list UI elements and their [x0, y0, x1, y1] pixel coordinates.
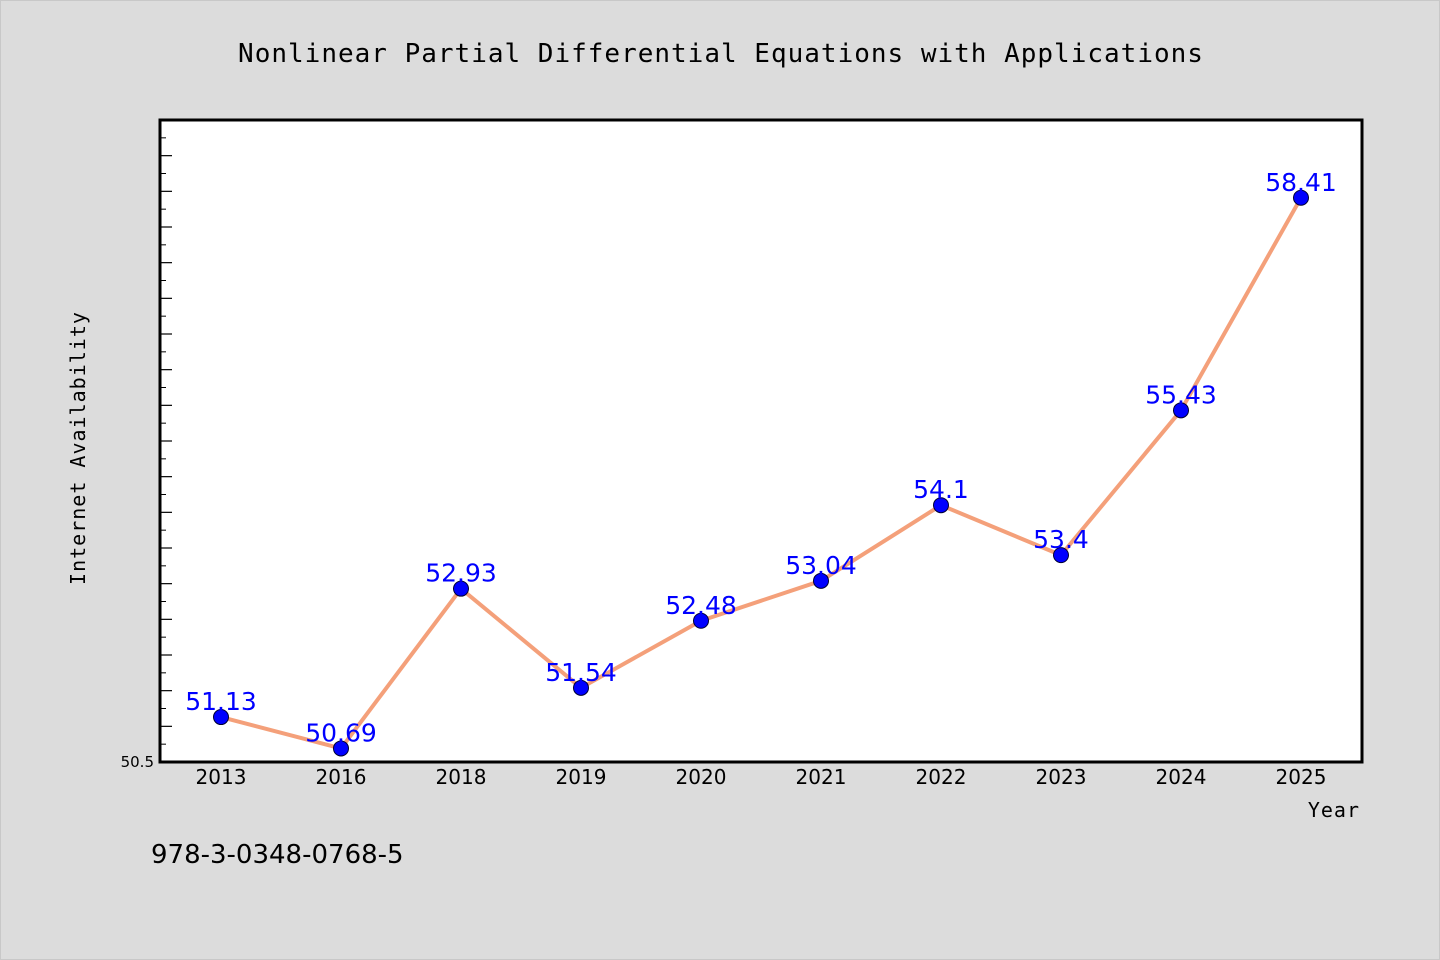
data-point: [1053, 547, 1069, 564]
x-axis-ticks: 2013 2016 2018 2019 2020 2021 2022 2023 2024 2025: [196, 765, 1327, 789]
x-tick-label: 2022: [916, 765, 967, 789]
data-point: [813, 572, 829, 589]
series-points-group: [213, 189, 1309, 757]
data-labels-group: 51.13 50.69 52.93 51.54 52.48 53.04 54.1 53.4 55…: [185, 168, 1337, 748]
chart-title: Nonlinear Partial Differential Equations…: [238, 39, 1204, 69]
data-point: [693, 612, 709, 629]
data-label: 51.54: [545, 658, 617, 687]
x-tick-label: 2024: [1156, 765, 1207, 789]
x-axis-label: Year: [1308, 798, 1360, 822]
x-tick-label: 2023: [1036, 765, 1087, 789]
x-tick-label: 2016: [316, 765, 367, 789]
data-point: [1173, 402, 1189, 419]
series-line: [219, 195, 1303, 751]
x-tick-label: 2020: [676, 765, 727, 789]
data-point: [213, 709, 229, 726]
x-tick-label: 2018: [436, 765, 487, 789]
data-point: [333, 740, 349, 757]
y-axis-label: Internet Availability: [66, 311, 90, 585]
data-point: [933, 497, 949, 514]
data-point: [1293, 189, 1309, 206]
y-min-tick-label: 50.5: [121, 753, 154, 771]
series-line-group: [219, 195, 1303, 751]
data-label: 53.04: [785, 551, 857, 580]
plot-area: [158, 118, 1364, 764]
x-tick-label: 2019: [556, 765, 607, 789]
data-label: 55.43: [1145, 380, 1217, 409]
data-label: 52.93: [425, 559, 497, 588]
data-point: [453, 580, 469, 597]
data-label: 50.69: [305, 718, 377, 747]
data-point: [573, 679, 589, 696]
x-tick-label: 2021: [796, 765, 847, 789]
x-tick-label: 2025: [1276, 765, 1327, 789]
data-label: 51.13: [185, 687, 257, 716]
data-label: 53.4: [1033, 525, 1089, 554]
footer-isbn: 978-3-0348-0768-5: [151, 840, 404, 870]
data-label: 54.1: [913, 475, 969, 504]
x-tick-label: 2013: [196, 765, 247, 789]
y-axis-ticks: [160, 137, 172, 763]
data-label: 58.41: [1265, 168, 1337, 197]
data-label: 52.48: [665, 591, 737, 620]
